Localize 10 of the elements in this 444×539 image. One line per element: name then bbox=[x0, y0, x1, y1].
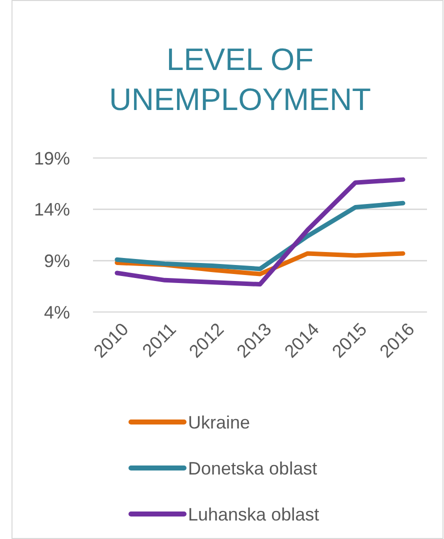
y-tick-label: 4% bbox=[44, 302, 70, 322]
line-series bbox=[114, 200, 406, 272]
chart-title: LEVEL OF UNEMPLOYMENT bbox=[109, 42, 371, 117]
legend-label: Luhanska oblast bbox=[188, 504, 320, 524]
y-tick-label: 9% bbox=[44, 250, 70, 271]
legend-label: Ukraine bbox=[188, 412, 250, 432]
legend-label: Donetska oblast bbox=[188, 458, 318, 478]
line-series bbox=[114, 177, 406, 287]
y-tick-label: 14% bbox=[34, 200, 70, 220]
y-tick-label: 19% bbox=[34, 148, 70, 168]
